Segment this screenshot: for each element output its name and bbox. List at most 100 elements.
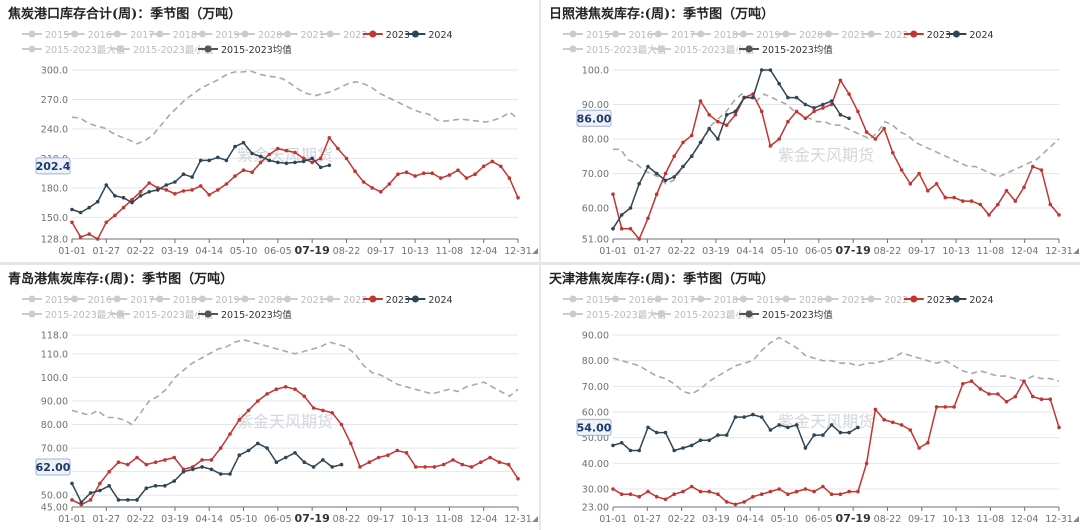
legend-item-stat-0[interactable]: 2015-2023最大值 <box>22 44 126 56</box>
data-point-2023 <box>481 164 486 169</box>
data-point-2024 <box>255 441 260 446</box>
current-value-box <box>576 109 612 127</box>
x-tick-label: 12-31 <box>504 246 532 257</box>
data-point-2023 <box>978 202 983 207</box>
legend-item-2020[interactable]: 2020 <box>235 30 282 41</box>
legend-item-2016[interactable]: 2016 <box>605 30 653 41</box>
legend-item-2023[interactable]: 2023 <box>903 30 951 41</box>
legend-item-stat-2[interactable]: 2015-2023均值 <box>739 309 833 321</box>
data-point-2024 <box>654 171 659 176</box>
data-point-2023 <box>88 498 93 502</box>
legend-item-2022[interactable]: 2022 <box>861 30 908 41</box>
legend-marker-2020 <box>782 295 790 303</box>
legend-marker-2020 <box>241 295 249 303</box>
legend-item-2017[interactable]: 2017 <box>648 295 695 306</box>
legend-item-2017[interactable]: 2017 <box>107 295 154 306</box>
data-point-2023 <box>387 182 392 186</box>
data-point-2023 <box>138 190 143 194</box>
data-point-2023 <box>1031 164 1035 169</box>
data-point-2023 <box>646 216 650 221</box>
legend-item-2017[interactable]: 2017 <box>107 30 154 41</box>
legend-item-2015[interactable]: 2015 <box>22 295 69 306</box>
resize-corner-icon <box>1073 248 1079 254</box>
legend-item-2018[interactable]: 2018 <box>690 30 738 41</box>
series-line-20152023mean <box>613 93 1060 185</box>
legend-item-2019[interactable]: 2019 <box>733 295 781 306</box>
current-value-label: 202.4 <box>36 160 71 173</box>
x-tick-label: 05-10 <box>230 246 258 257</box>
legend-item-stat-1[interactable]: 2015-2023最小值 <box>110 309 214 321</box>
resize-corner-icon <box>1073 516 1079 522</box>
data-point-2023 <box>200 458 204 462</box>
legend-item-2023[interactable]: 2023 <box>903 295 951 306</box>
data-point-2023 <box>707 113 711 117</box>
legend-label-stat-2: 2015-2023均值 <box>221 309 292 321</box>
data-point-2023 <box>130 197 134 202</box>
data-point-2024 <box>821 433 825 437</box>
legend-label-2016: 2016 <box>629 295 653 306</box>
data-point-2023 <box>490 159 495 164</box>
legend-item-stat-2[interactable]: 2015-2023均值 <box>739 44 833 56</box>
data-point-2023 <box>209 458 214 462</box>
legend-item-2018[interactable]: 2018 <box>149 295 197 306</box>
current-value-box <box>35 157 71 175</box>
legend-item-2024[interactable]: 2024 <box>405 30 453 41</box>
legend-item-2023[interactable]: 2023 <box>362 295 410 306</box>
legend-item-2021[interactable]: 2021 <box>818 295 866 306</box>
legend-item-stat-0[interactable]: 2015-2023最大值 <box>22 309 126 321</box>
data-point-2023 <box>479 460 483 464</box>
legend-item-stat-1[interactable]: 2015-2023最小值 <box>651 309 755 321</box>
legend-item-stat-2[interactable]: 2015-2023均值 <box>198 309 292 321</box>
legend-item-stat-1[interactable]: 2015-2023最小值 <box>110 44 214 56</box>
data-point-2024 <box>156 188 160 192</box>
legend-item-stat-1[interactable]: 2015-2023最小值 <box>651 44 755 56</box>
legend-item-2015[interactable]: 2015 <box>22 30 69 41</box>
data-point-2024 <box>200 465 204 469</box>
data-point-2024 <box>121 195 126 200</box>
y-tick-label: 80.00 <box>582 356 609 367</box>
legend-item-2019[interactable]: 2019 <box>733 30 781 41</box>
legend-item-2015[interactable]: 2015 <box>563 30 610 41</box>
data-point-2023 <box>654 494 659 499</box>
data-point-2023 <box>506 462 511 467</box>
legend-item-2020[interactable]: 2020 <box>235 295 282 306</box>
legend-item-2018[interactable]: 2018 <box>690 295 738 306</box>
legend-item-2020[interactable]: 2020 <box>776 295 823 306</box>
legend-marker-2024 <box>411 295 419 303</box>
data-point-2023 <box>198 184 203 188</box>
y-tick-label: 100.0 <box>582 66 609 77</box>
legend-item-2018[interactable]: 2018 <box>149 30 197 41</box>
legend-item-2022[interactable]: 2022 <box>320 30 367 41</box>
legend-item-2021[interactable]: 2021 <box>277 30 325 41</box>
legend-item-2015[interactable]: 2015 <box>563 295 610 306</box>
legend-item-2022[interactable]: 2022 <box>320 295 367 306</box>
legend-item-2020[interactable]: 2020 <box>776 30 823 41</box>
data-point-2024 <box>689 443 694 448</box>
legend-item-2016[interactable]: 2016 <box>64 295 112 306</box>
legend-item-stat-0[interactable]: 2015-2023最大值 <box>563 44 667 56</box>
legend-item-2016[interactable]: 2016 <box>605 295 653 306</box>
legend-item-2024[interactable]: 2024 <box>946 30 994 41</box>
legend-item-stat-2[interactable]: 2015-2023均值 <box>198 44 292 56</box>
data-point-2023 <box>996 392 1000 396</box>
legend-item-2023[interactable]: 2023 <box>362 30 410 41</box>
legend-marker-2022 <box>867 295 875 303</box>
legend-label-stat-1: 2015-2023最小值 <box>674 44 755 56</box>
legend-item-2017[interactable]: 2017 <box>648 30 695 41</box>
legend-label-2024: 2024 <box>428 30 452 41</box>
legend-item-stat-0[interactable]: 2015-2023最大值 <box>563 309 667 321</box>
x-tick-label: 01-01 <box>599 514 627 525</box>
legend-label-2017: 2017 <box>671 30 695 41</box>
legend-item-2019[interactable]: 2019 <box>192 30 240 41</box>
legend-item-2019[interactable]: 2019 <box>192 295 240 306</box>
legend-label-stat-2: 2015-2023均值 <box>762 44 833 56</box>
legend-item-2024[interactable]: 2024 <box>946 295 994 306</box>
legend-item-2021[interactable]: 2021 <box>818 30 866 41</box>
legend-item-2016[interactable]: 2016 <box>64 30 112 41</box>
x-tick-label: 01-27 <box>634 246 662 257</box>
data-point-2023 <box>899 423 904 427</box>
legend-item-2024[interactable]: 2024 <box>405 295 453 306</box>
legend-item-2021[interactable]: 2021 <box>277 295 325 306</box>
legend-item-2022[interactable]: 2022 <box>861 295 908 306</box>
series-line-2023 <box>71 386 519 506</box>
